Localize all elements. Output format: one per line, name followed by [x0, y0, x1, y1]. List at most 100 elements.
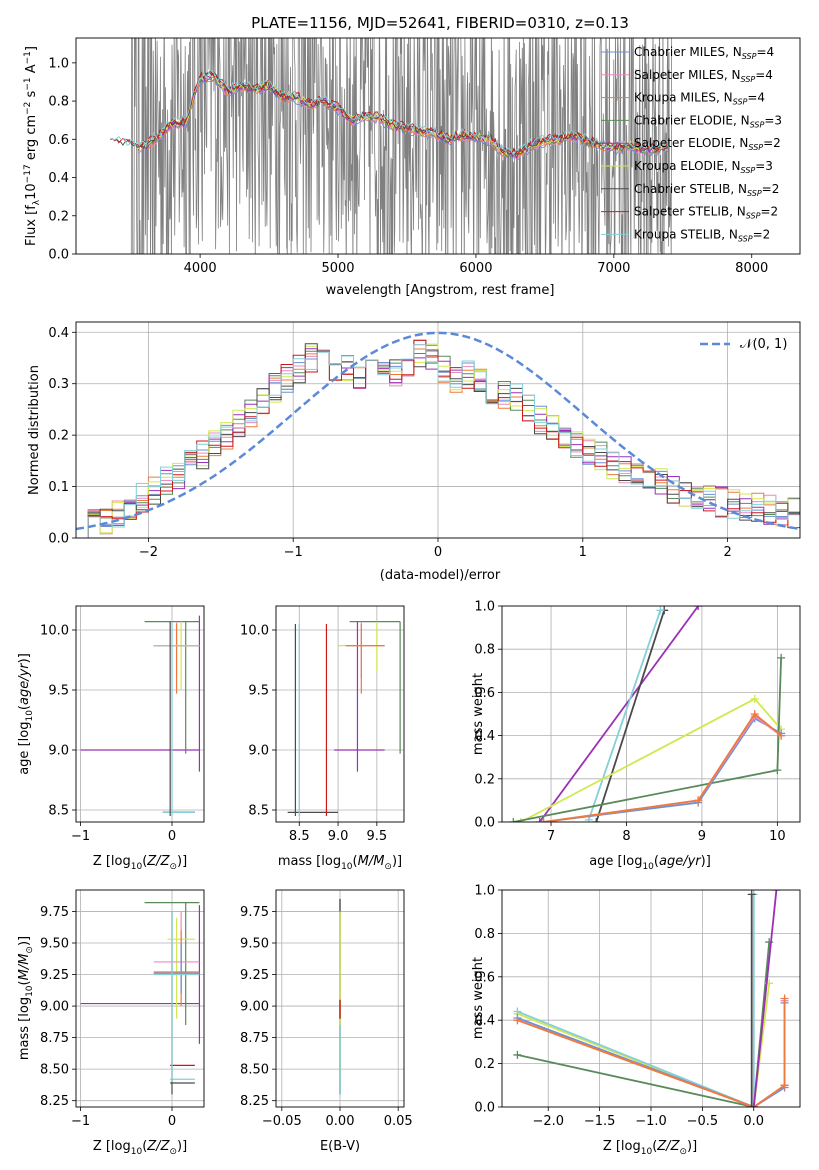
y-tick-label: 10.0	[240, 624, 269, 639]
legend-label: Salpeter ELODIE, NSSP=2	[634, 136, 781, 152]
y-tick-label: 0.2	[48, 429, 69, 444]
plot-area	[110, 38, 673, 254]
x-axis-label: E(B-V)	[320, 1139, 360, 1154]
y-tick-label: 1.0	[474, 600, 495, 615]
x-tick-label: 0	[168, 829, 176, 844]
axes-frame	[75, 37, 801, 255]
weight-point	[777, 653, 786, 662]
axes-frame	[75, 605, 205, 823]
y-tick-label: 1.0	[474, 884, 495, 899]
weight-point	[773, 766, 782, 775]
weight-line-chabrier_stelib	[595, 610, 666, 822]
weight-point	[513, 1050, 522, 1059]
x-tick-label: −2.0	[532, 1114, 564, 1129]
y-tick-label: 0.8	[474, 927, 495, 942]
weight-point	[694, 606, 703, 610]
weight-point	[592, 818, 601, 822]
x-tick-label: −1.0	[635, 1114, 667, 1129]
axes-frame	[275, 605, 405, 823]
y-tick-label: 9.00	[240, 1000, 269, 1015]
axes-frame	[501, 889, 801, 1108]
x-tick-label: 8.5	[289, 829, 310, 844]
x-tick-label: 8	[622, 829, 630, 844]
y-tick-label: 9.75	[40, 905, 69, 920]
x-tick-label: 0	[168, 1114, 176, 1129]
y-tick-label: 0.4	[474, 729, 495, 744]
axes-frame	[75, 889, 205, 1108]
y-tick-label: 0.0	[48, 532, 69, 547]
x-tick-label: 9.0	[328, 829, 349, 844]
x-tick-label: 5000	[321, 261, 354, 276]
x-tick-label: 0.05	[384, 1114, 413, 1129]
legend-label: Kroupa MILES, NSSP=4	[634, 91, 765, 107]
weight-point	[747, 890, 756, 899]
plot-area	[502, 606, 800, 822]
plot-area	[276, 606, 404, 822]
y-tick-label: 0.2	[48, 209, 69, 224]
x-tick-label: 7	[547, 829, 555, 844]
y-tick-label: 1.0	[48, 56, 69, 71]
y-tick-label: 8.50	[40, 1063, 69, 1078]
x-tick-label: −1.5	[584, 1114, 616, 1129]
x-tick-label: 6000	[459, 261, 492, 276]
model-spectrum-kroupa_stelib	[110, 69, 670, 156]
y-tick-label: 0.8	[48, 95, 69, 110]
observed-spectrum	[130, 38, 673, 254]
axes-age-vs-mass: 8.5 9.0 9.5 8.5 9.0 9.5 10.0 mass [log10(M/M⊙)]	[240, 605, 405, 872]
axes-frame	[501, 605, 801, 823]
y-tick-label: 0.8	[474, 643, 495, 658]
weight-point	[777, 731, 786, 740]
y-axis-label: Flux [fλ10−17 erg cm−2 s−1 A−1]	[23, 46, 42, 246]
y-tick-label: 9.25	[40, 968, 69, 983]
gaussian-curve	[76, 331, 800, 531]
x-tick-label: −2	[139, 545, 158, 560]
y-tick-label: 0.2	[474, 1057, 495, 1072]
y-tick-label: 0.0	[48, 248, 69, 263]
weight-point	[539, 818, 548, 822]
y-tick-label: 0.1	[48, 480, 69, 495]
x-tick-label: 10	[769, 829, 786, 844]
y-tick-label: 0.6	[48, 133, 69, 148]
y-tick-label: 10.0	[40, 624, 69, 639]
weight-point	[750, 694, 759, 703]
x-tick-label: 0.00	[326, 1114, 355, 1129]
weight-line-kroupa_elodie	[517, 983, 771, 1107]
x-tick-label: −1	[284, 545, 303, 560]
weight-line-kroupa_miles	[543, 712, 782, 822]
y-tick-label: 0.3	[48, 377, 69, 392]
weight-point	[513, 1016, 522, 1025]
x-tick-label: 0.0	[743, 1114, 764, 1129]
weight-point	[656, 606, 665, 615]
y-tick-label: 8.25	[40, 1094, 69, 1109]
x-tick-label: 7000	[597, 261, 630, 276]
y-tick-label: 0.4	[48, 326, 69, 341]
y-axis-label: age [log10(age/yr)]	[17, 653, 35, 775]
y-tick-label: 0.0	[474, 816, 495, 831]
axes-weight-vs-age: 7 8 9 10 0.0 0.2 0.4 0.6 0.8 1.0 age [log10(age/yr…	[471, 600, 801, 872]
x-tick-label: 1	[579, 545, 587, 560]
weight-line-chabrier_miles	[543, 717, 782, 822]
y-tick-label: 8.75	[40, 1031, 69, 1046]
y-tick-label: 8.5	[48, 804, 69, 819]
y-tick-label: 8.75	[240, 1031, 269, 1046]
weight-line-kroupa_miles	[517, 998, 786, 1107]
y-tick-label: 9.0	[48, 744, 69, 759]
plot-area	[502, 890, 800, 1107]
x-tick-label: −0.05	[262, 1114, 302, 1129]
x-tick-label: 2	[723, 545, 731, 560]
axes-spectrum: 4000 5000 6000 7000 8000 0.0 0.2 0.4 0.6 0.8 1.0 Ch…	[23, 37, 801, 298]
weight-point	[749, 1103, 758, 1107]
weight-point	[694, 796, 703, 805]
x-tick-label: 4000	[184, 261, 217, 276]
y-tick-label: 9.00	[40, 1000, 69, 1015]
x-axis-label: Z [log10(Z/Z⊙)]	[93, 854, 187, 872]
weight-line-salpeter_elodie	[538, 606, 699, 822]
y-tick-label: 9.75	[240, 905, 269, 920]
legend-label: 𝒩(0, 1)	[740, 337, 787, 352]
y-tick-label: 9.25	[240, 968, 269, 983]
y-tick-label: 9.50	[240, 936, 269, 951]
legend-label: Chabrier ELODIE, NSSP=3	[634, 113, 782, 129]
axes-mass-vs-EBV: −0.05 0.00 0.05 8.25 8.50 8.75 9.00 9.25 9.50 9.7…	[240, 889, 413, 1154]
axes-frame	[75, 321, 801, 539]
weight-point	[516, 818, 525, 822]
